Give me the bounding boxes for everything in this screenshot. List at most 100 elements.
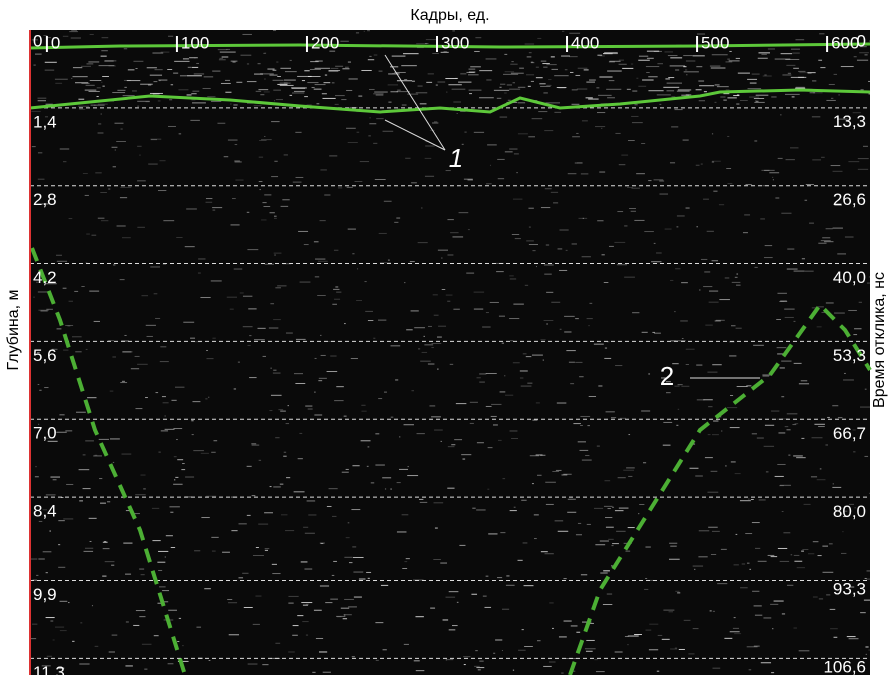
noise-speck — [568, 499, 576, 500]
noise-speck — [744, 214, 750, 215]
y-axis-title: Глубина, м — [5, 289, 22, 370]
noise-speck — [712, 161, 721, 162]
noise-speck — [488, 533, 497, 534]
noise-speck — [65, 430, 72, 431]
noise-speck — [259, 140, 266, 141]
noise-speck — [352, 546, 356, 547]
noise-speck — [422, 352, 427, 353]
noise-speck — [713, 421, 718, 422]
noise-speck — [264, 91, 270, 92]
noise-speck — [536, 402, 540, 403]
noise-speck — [273, 370, 276, 371]
noise-speck — [788, 455, 790, 456]
noise-speck — [564, 621, 572, 622]
noise-speck — [205, 398, 207, 399]
noise-speck — [89, 518, 97, 519]
noise-speck — [441, 441, 442, 442]
noise-speck — [137, 146, 141, 147]
noise-speck — [426, 82, 432, 83]
noise-speck — [276, 99, 283, 100]
noise-speck — [305, 533, 315, 534]
noise-speck — [304, 569, 312, 570]
noise-speck — [108, 189, 110, 190]
noise-speck — [446, 295, 453, 296]
noise-speck — [37, 98, 46, 99]
noise-speck — [475, 37, 481, 38]
noise-speck — [711, 471, 718, 472]
noise-speck — [513, 670, 514, 671]
noise-speck — [388, 73, 399, 74]
noise-speck — [812, 80, 816, 81]
noise-speck — [71, 78, 72, 79]
noise-speck — [316, 638, 323, 639]
noise-speck — [536, 67, 539, 68]
noise-speck — [229, 634, 239, 635]
noise-speck — [609, 80, 615, 81]
noise-speck — [629, 208, 636, 209]
noise-speck — [346, 469, 349, 470]
noise-speck — [579, 218, 588, 219]
noise-speck — [537, 475, 542, 476]
noise-speck — [73, 67, 82, 68]
noise-speck — [573, 423, 581, 424]
noise-speck — [781, 53, 793, 54]
noise-speck — [44, 387, 48, 388]
noise-speck — [354, 597, 362, 598]
noise-speck — [168, 663, 174, 664]
noise-speck — [71, 30, 77, 31]
noise-speck — [321, 355, 326, 356]
noise-speck — [307, 82, 318, 83]
noise-speck — [808, 73, 812, 74]
noise-speck — [320, 335, 321, 336]
noise-speck — [332, 516, 336, 517]
noise-speck — [599, 77, 612, 78]
noise-speck — [135, 68, 137, 69]
noise-speck — [292, 92, 304, 93]
noise-speck — [793, 68, 799, 69]
noise-speck — [284, 154, 288, 155]
noise-speck — [344, 323, 346, 324]
noise-speck — [32, 624, 37, 625]
noise-speck — [598, 95, 612, 96]
noise-speck — [265, 550, 268, 551]
noise-speck — [793, 455, 803, 456]
noise-speck — [486, 373, 497, 374]
noise-speck — [247, 63, 249, 64]
noise-speck — [817, 306, 824, 307]
noise-speck — [791, 77, 806, 78]
noise-speck — [757, 438, 764, 439]
noise-speck — [730, 631, 740, 632]
noise-speck — [526, 74, 534, 75]
noise-speck — [737, 386, 748, 387]
noise-speck — [90, 80, 101, 81]
noise-speck — [248, 308, 256, 309]
noise-speck — [273, 70, 277, 71]
noise-speck — [736, 328, 742, 329]
noise-speck — [442, 289, 445, 290]
noise-speck — [833, 171, 843, 172]
noise-speck — [645, 578, 647, 579]
noise-speck — [605, 348, 607, 349]
noise-speck — [727, 59, 730, 60]
noise-speck — [294, 91, 305, 92]
noise-speck — [531, 62, 534, 63]
noise-speck — [532, 483, 534, 484]
noise-speck — [699, 100, 705, 101]
noise-speck — [290, 60, 292, 61]
noise-speck — [587, 318, 593, 319]
noise-speck — [554, 112, 561, 113]
noise-speck — [686, 74, 687, 75]
noise-speck — [575, 75, 580, 76]
noise-speck — [284, 452, 286, 453]
noise-speck — [177, 459, 183, 460]
noise-speck — [705, 325, 712, 326]
noise-speck — [787, 269, 798, 270]
noise-speck — [431, 343, 441, 344]
noise-speck — [60, 149, 69, 150]
noise-speck — [408, 466, 409, 467]
noise-speck — [261, 219, 266, 220]
noise-speck — [589, 80, 596, 81]
noise-speck — [520, 378, 523, 379]
noise-speck — [834, 637, 838, 638]
noise-speck — [491, 416, 497, 417]
